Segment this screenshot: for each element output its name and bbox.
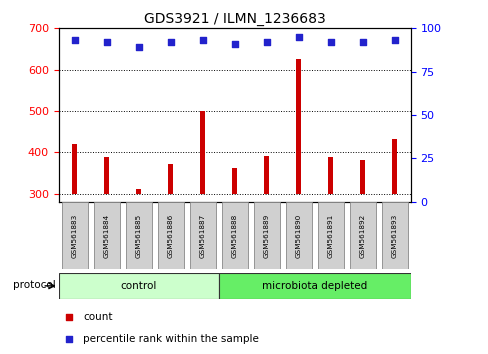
FancyBboxPatch shape <box>218 273 410 299</box>
FancyBboxPatch shape <box>253 202 279 269</box>
Text: GSM561886: GSM561886 <box>167 213 173 258</box>
Text: protocol: protocol <box>13 280 56 290</box>
FancyBboxPatch shape <box>61 202 88 269</box>
FancyBboxPatch shape <box>189 202 215 269</box>
Text: count: count <box>83 312 113 322</box>
FancyBboxPatch shape <box>93 202 120 269</box>
Text: GSM561889: GSM561889 <box>263 213 269 258</box>
Bar <box>327 157 332 194</box>
Text: GSM561885: GSM561885 <box>136 213 142 258</box>
Title: GDS3921 / ILMN_1236683: GDS3921 / ILMN_1236683 <box>143 12 325 26</box>
Bar <box>264 156 268 194</box>
Bar <box>232 168 237 194</box>
Bar <box>104 157 109 194</box>
Text: GSM561884: GSM561884 <box>103 213 109 258</box>
FancyBboxPatch shape <box>381 202 407 269</box>
Text: percentile rank within the sample: percentile rank within the sample <box>83 334 259 344</box>
Bar <box>296 59 301 194</box>
Text: control: control <box>120 281 157 291</box>
Point <box>294 34 302 40</box>
Bar <box>391 139 396 194</box>
FancyBboxPatch shape <box>349 202 375 269</box>
Text: microbiota depleted: microbiota depleted <box>262 281 366 291</box>
Point <box>390 38 398 43</box>
FancyBboxPatch shape <box>221 202 247 269</box>
Text: GSM561892: GSM561892 <box>359 213 365 258</box>
Point <box>71 38 79 43</box>
Point <box>358 39 366 45</box>
Bar <box>360 160 365 194</box>
FancyBboxPatch shape <box>125 202 151 269</box>
Point <box>199 38 206 43</box>
Point <box>230 41 238 47</box>
FancyBboxPatch shape <box>157 202 183 269</box>
Bar <box>72 144 77 194</box>
Point <box>65 314 73 320</box>
Point <box>326 39 334 45</box>
Text: GSM561893: GSM561893 <box>391 213 397 258</box>
Point <box>102 39 110 45</box>
Bar <box>136 189 141 194</box>
Text: GSM561887: GSM561887 <box>199 213 205 258</box>
Point <box>65 336 73 342</box>
Text: GSM561890: GSM561890 <box>295 213 301 258</box>
Point <box>135 45 142 50</box>
Point <box>166 39 174 45</box>
FancyBboxPatch shape <box>59 273 218 299</box>
FancyBboxPatch shape <box>317 202 343 269</box>
Text: GSM561891: GSM561891 <box>327 213 333 258</box>
FancyBboxPatch shape <box>285 202 311 269</box>
Bar <box>168 164 173 194</box>
Text: GSM561883: GSM561883 <box>72 213 78 258</box>
Text: GSM561888: GSM561888 <box>231 213 237 258</box>
Point <box>262 39 270 45</box>
Bar <box>200 111 204 194</box>
